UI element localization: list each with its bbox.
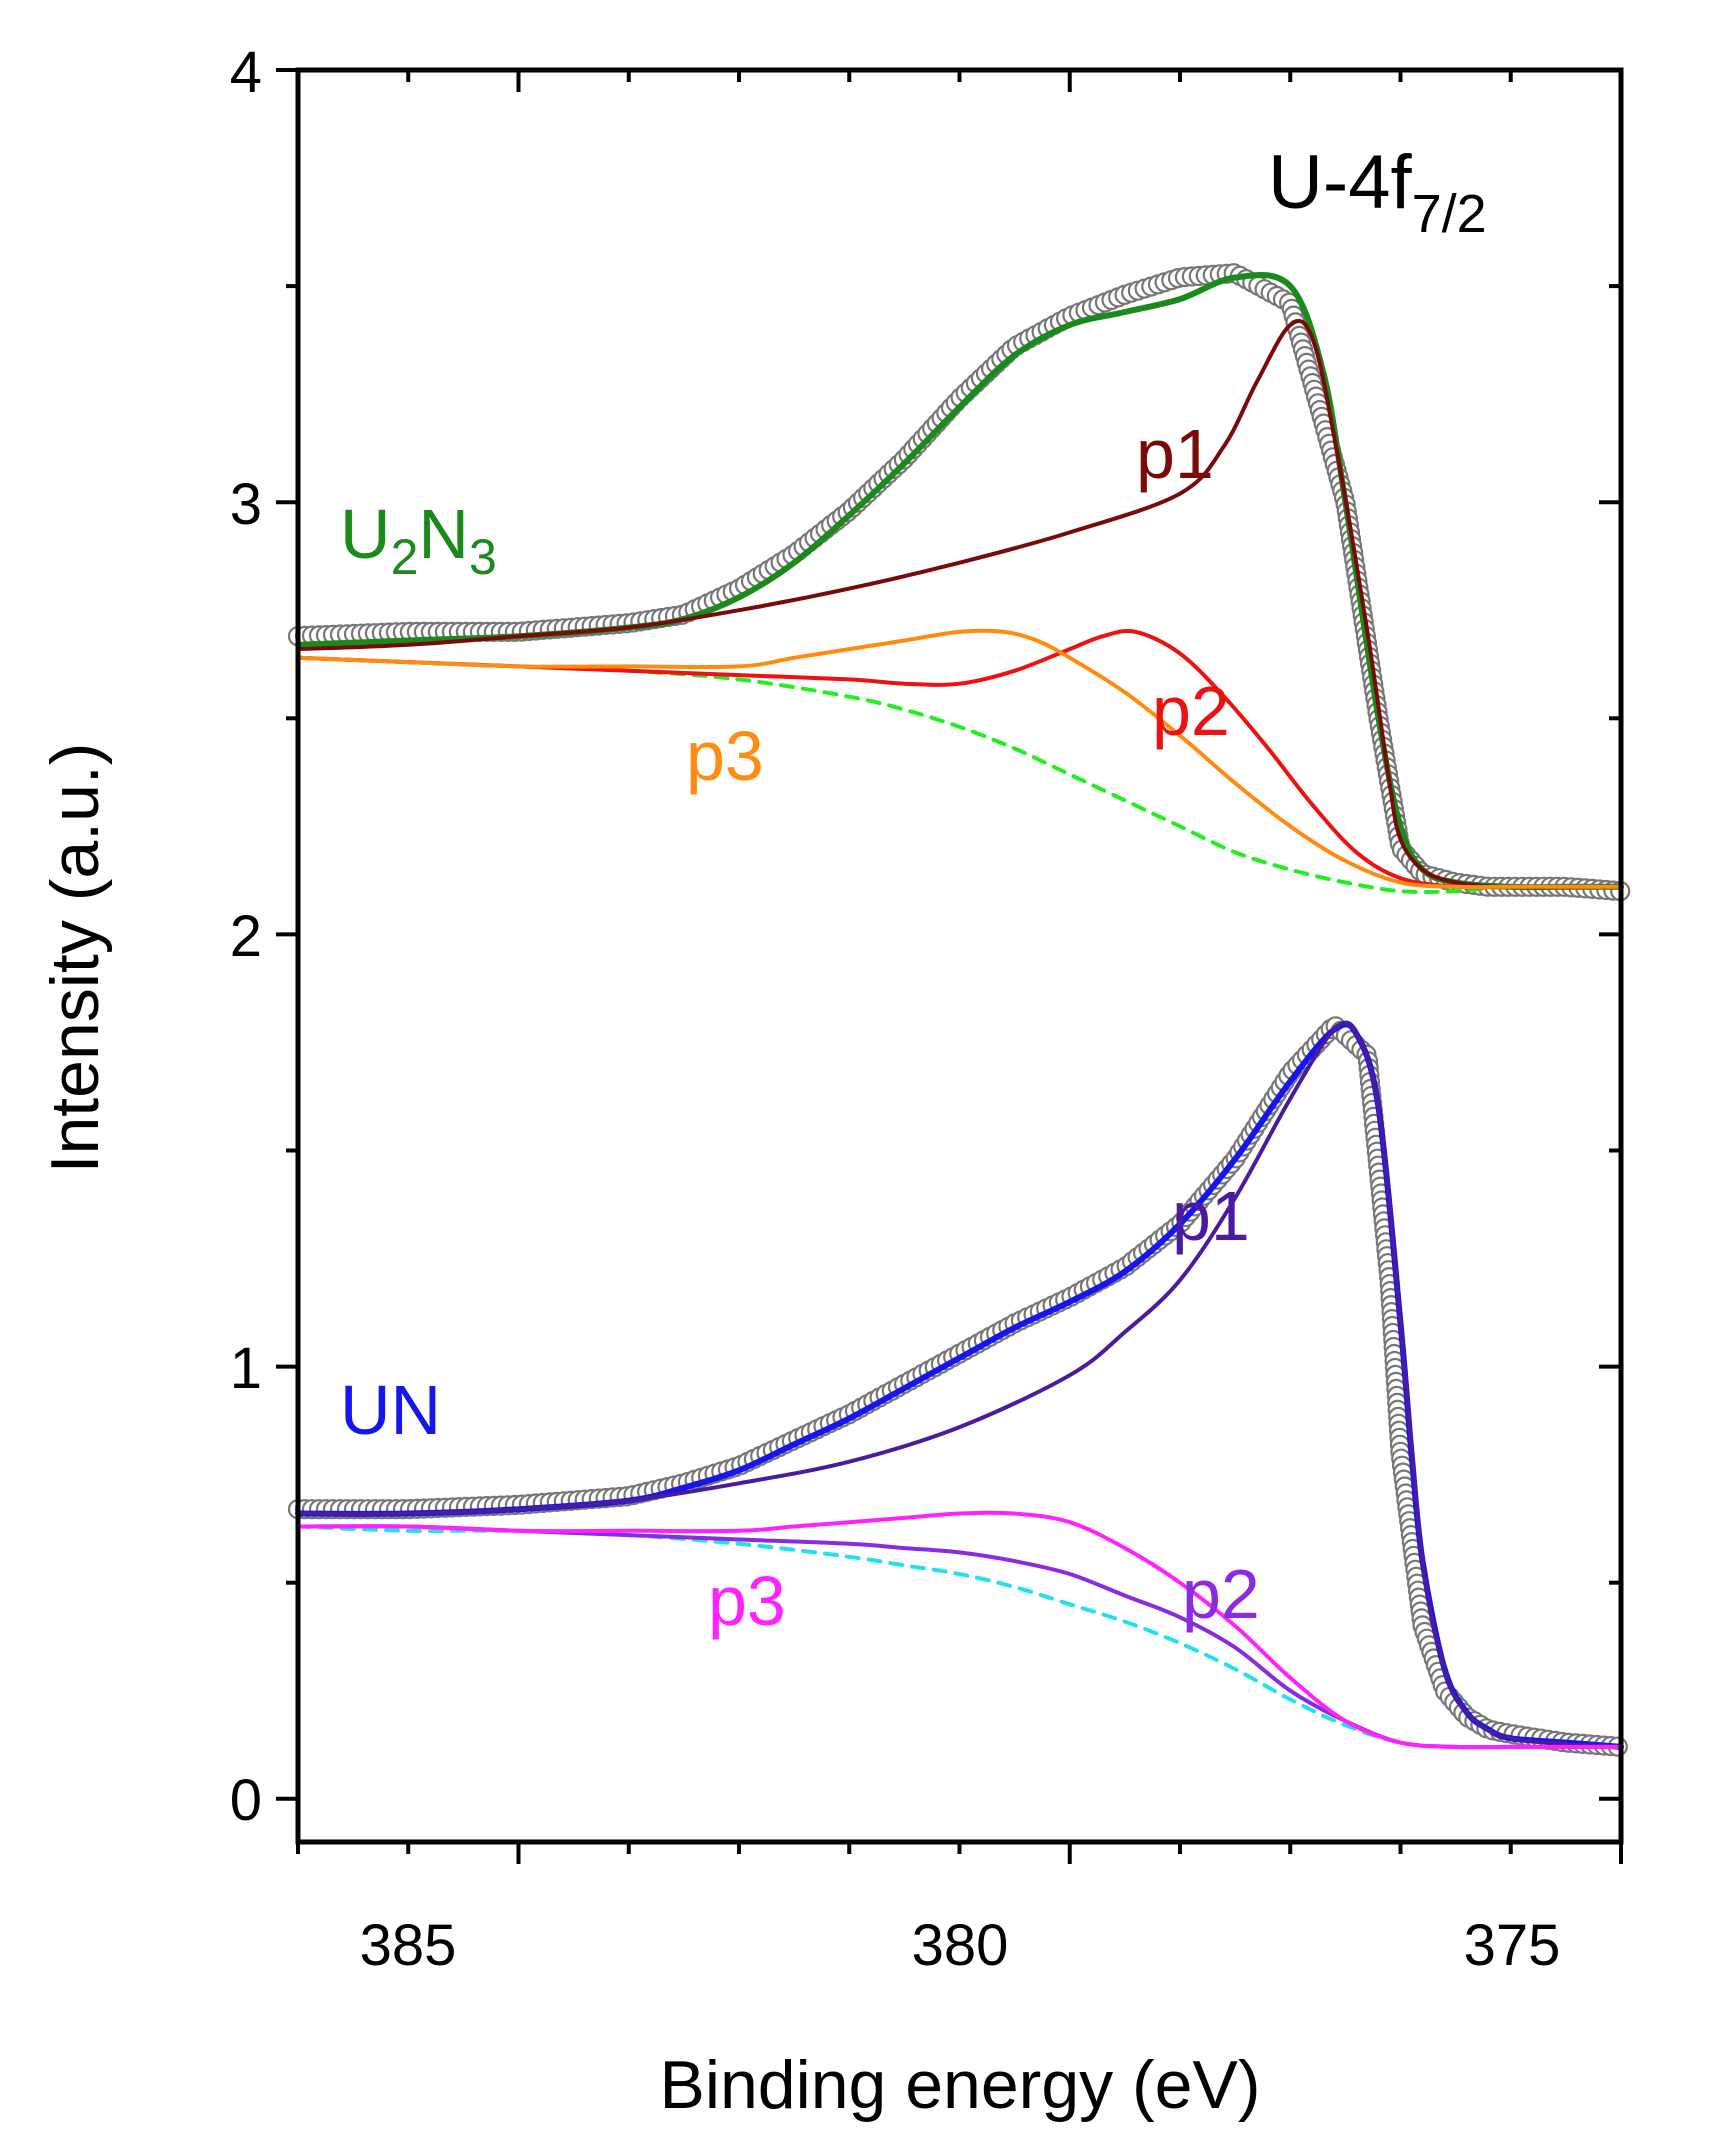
y-tick-label-1: 1 [230, 1336, 262, 1401]
label-un: UN [340, 1371, 441, 1449]
label-u2n3: U2N3 [340, 495, 497, 585]
u2n3-p3-line [296, 628, 1623, 890]
x-axis-title: Binding energy (eV) [659, 2047, 1260, 2123]
chart-title-main: U-4f [1268, 140, 1412, 225]
x-tick-label-375: 375 [1464, 1913, 1561, 1978]
x-tick-label-385: 385 [360, 1913, 457, 1978]
series-layer [287, 263, 1631, 1757]
y-tick-label-4: 4 [230, 40, 262, 105]
un-p3-line [296, 1510, 1623, 1750]
u2n3-p2-line [296, 628, 1623, 890]
label-u2n3-p1: p1 [1136, 415, 1214, 493]
label-u2n3-p3: p3 [686, 717, 764, 795]
y-tick-label-2: 2 [230, 904, 262, 969]
u2n3-background-line [296, 655, 1623, 894]
ticks-layer [276, 68, 1623, 1864]
chart-title-subscript: 7/2 [1412, 184, 1487, 244]
label-un-p1: p1 [1172, 1177, 1250, 1255]
x-tick-label-380: 380 [912, 1913, 1009, 1978]
label-u2n3-p2: p2 [1152, 672, 1230, 750]
label-un-p3: p3 [708, 1562, 786, 1640]
label-un-p2: p2 [1182, 1555, 1260, 1633]
label-u2n3-sub-3: 3 [469, 529, 497, 585]
u2n3-p1-line [296, 319, 1623, 890]
label-u2n3-u: U [340, 495, 391, 573]
y-tick-label-0: 0 [230, 1768, 262, 1833]
label-u2n3-n: N [418, 495, 469, 573]
label-u2n3-sub-2: 2 [391, 529, 419, 585]
y-axis-title: Intensity (a.u.) [37, 743, 113, 1174]
y-tick-label-3: 3 [230, 472, 262, 537]
chart-title: U-4f7/2 [1268, 140, 1487, 244]
un-p1-line [296, 1020, 1623, 1749]
